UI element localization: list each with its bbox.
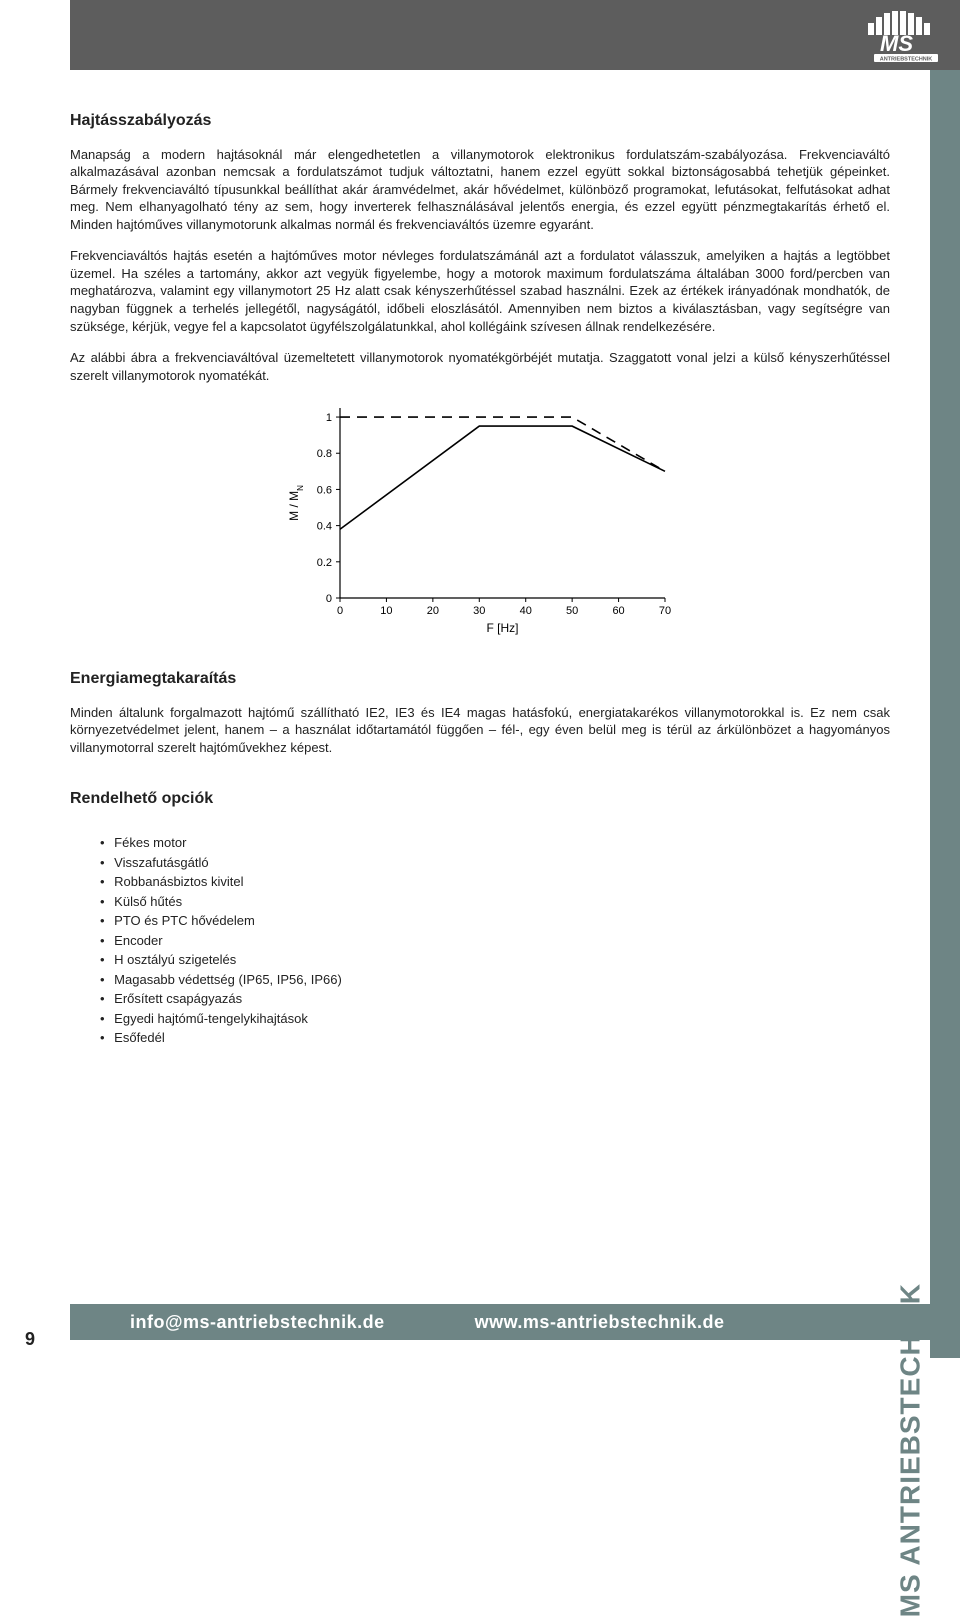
right-stripe	[930, 70, 960, 1358]
options-item: Encoder	[100, 932, 890, 950]
footer-bar: info@ms-antriebstechnik.de www.ms-antrie…	[70, 1304, 930, 1340]
options-item: Robbanásbiztos kivitel	[100, 873, 890, 891]
section1-p2: Frekvenciaváltós hajtás esetén a hajtómű…	[70, 247, 890, 335]
options-item: Esőfedél	[100, 1029, 890, 1047]
svg-text:F [Hz]: F [Hz]	[487, 621, 519, 635]
svg-text:0.8: 0.8	[317, 448, 332, 460]
options-item: Egyedi hajtómű-tengelykihajtások	[100, 1010, 890, 1028]
ms-logo-icon: MS ANTRIEBSTECHNIK	[820, 7, 940, 63]
options-item: Külső hűtés	[100, 893, 890, 911]
main-content: Hajtásszabályozás Manapság a modern hajt…	[70, 110, 900, 1049]
svg-text:ANTRIEBSTECHNIK: ANTRIEBSTECHNIK	[880, 57, 933, 63]
section1-title: Hajtásszabályozás	[70, 110, 890, 132]
options-item: H osztályú szigetelés	[100, 951, 890, 969]
svg-text:0: 0	[337, 605, 343, 617]
svg-text:30: 30	[473, 605, 485, 617]
torque-chart: 00.20.40.60.81010203040506070F [Hz]M / M…	[70, 398, 890, 638]
svg-text:60: 60	[612, 605, 624, 617]
svg-text:20: 20	[427, 605, 439, 617]
svg-text:0: 0	[326, 593, 332, 605]
options-item: Erősített csapágyazás	[100, 990, 890, 1008]
footer-website: www.ms-antriebstechnik.de	[475, 1312, 725, 1333]
svg-text:50: 50	[566, 605, 578, 617]
page-number: 9	[25, 1329, 35, 1350]
header-bar: MS ANTRIEBSTECHNIK	[70, 0, 960, 70]
svg-text:10: 10	[380, 605, 392, 617]
svg-text:40: 40	[520, 605, 532, 617]
options-item: PTO és PTC hővédelem	[100, 912, 890, 930]
svg-text:0.4: 0.4	[317, 521, 332, 533]
section2-title: Energiamegtakaraítás	[70, 668, 890, 690]
options-item: Fékes motor	[100, 834, 890, 852]
section1-p3: Az alábbi ábra a frekvenciaváltóval üzem…	[70, 349, 890, 384]
svg-text:70: 70	[659, 605, 671, 617]
section2-p1: Minden általunk forgalmazott hajtómű szá…	[70, 704, 890, 757]
left-margin	[0, 0, 70, 1358]
svg-text:M / MN: M / MN	[287, 485, 305, 521]
options-list: Fékes motor VisszafutásgátlóRobbanásbizto…	[100, 834, 890, 1047]
section3-title: Rendelhető opciók	[70, 788, 890, 810]
svg-text:1: 1	[326, 412, 332, 424]
svg-text:0.6: 0.6	[317, 485, 332, 497]
footer-email: info@ms-antriebstechnik.de	[130, 1312, 385, 1333]
svg-text:0.2: 0.2	[317, 557, 332, 569]
options-item: Visszafutásgátló	[100, 854, 890, 872]
options-item: Magasabb védettség (IP65, IP56, IP66)	[100, 971, 890, 989]
section1-p1: Manapság a modern hajtásoknál már elenge…	[70, 146, 890, 234]
svg-text:MS: MS	[880, 31, 913, 56]
